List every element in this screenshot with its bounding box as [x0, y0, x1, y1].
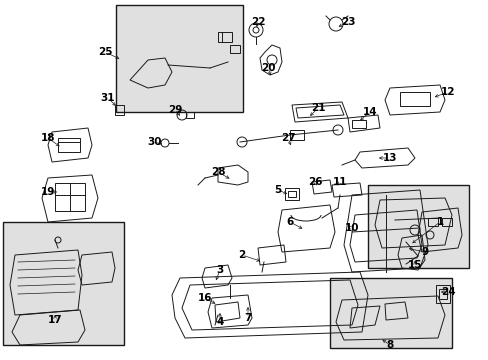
Text: 28: 28: [210, 167, 225, 177]
Text: 12: 12: [440, 87, 454, 97]
Text: 8: 8: [386, 340, 393, 350]
Text: 11: 11: [332, 177, 346, 187]
Text: 7: 7: [244, 313, 251, 323]
Bar: [55, 183, 85, 211]
Text: 20: 20: [260, 63, 275, 73]
Text: 30: 30: [147, 137, 162, 147]
Bar: [287, 191, 295, 197]
Text: 15: 15: [407, 260, 421, 270]
Text: 18: 18: [41, 133, 55, 143]
Text: 23: 23: [340, 17, 354, 27]
Text: 10: 10: [344, 223, 359, 233]
Text: 22: 22: [250, 17, 264, 27]
Bar: [438, 289, 446, 299]
Text: 2: 2: [238, 250, 245, 260]
Text: 25: 25: [98, 47, 112, 57]
Text: 6: 6: [286, 217, 293, 227]
Text: 5: 5: [274, 185, 281, 195]
Text: 9: 9: [421, 247, 427, 257]
Bar: [58, 138, 80, 152]
Bar: [427, 218, 437, 226]
Text: 19: 19: [41, 187, 55, 197]
Text: 17: 17: [48, 315, 62, 325]
Text: 1: 1: [435, 217, 443, 227]
Bar: [185, 112, 194, 118]
Bar: [435, 285, 449, 303]
Text: 26: 26: [307, 177, 322, 187]
Bar: [116, 5, 243, 112]
Bar: [218, 32, 231, 42]
Bar: [289, 130, 304, 140]
Bar: [285, 188, 298, 200]
Bar: [329, 278, 451, 348]
Text: 24: 24: [440, 287, 454, 297]
Text: 29: 29: [167, 105, 182, 115]
Text: 14: 14: [362, 107, 377, 117]
Bar: [229, 45, 240, 53]
Text: 31: 31: [101, 93, 115, 103]
Bar: [367, 185, 468, 268]
Text: 13: 13: [382, 153, 396, 163]
Bar: [441, 218, 451, 226]
Text: 16: 16: [197, 293, 212, 303]
Text: 21: 21: [310, 103, 325, 113]
Text: 3: 3: [216, 265, 223, 275]
Text: 4: 4: [216, 317, 223, 327]
Bar: [351, 120, 365, 128]
Bar: [3, 222, 124, 345]
Bar: [399, 92, 429, 106]
Text: 27: 27: [280, 133, 295, 143]
Bar: [115, 105, 124, 115]
